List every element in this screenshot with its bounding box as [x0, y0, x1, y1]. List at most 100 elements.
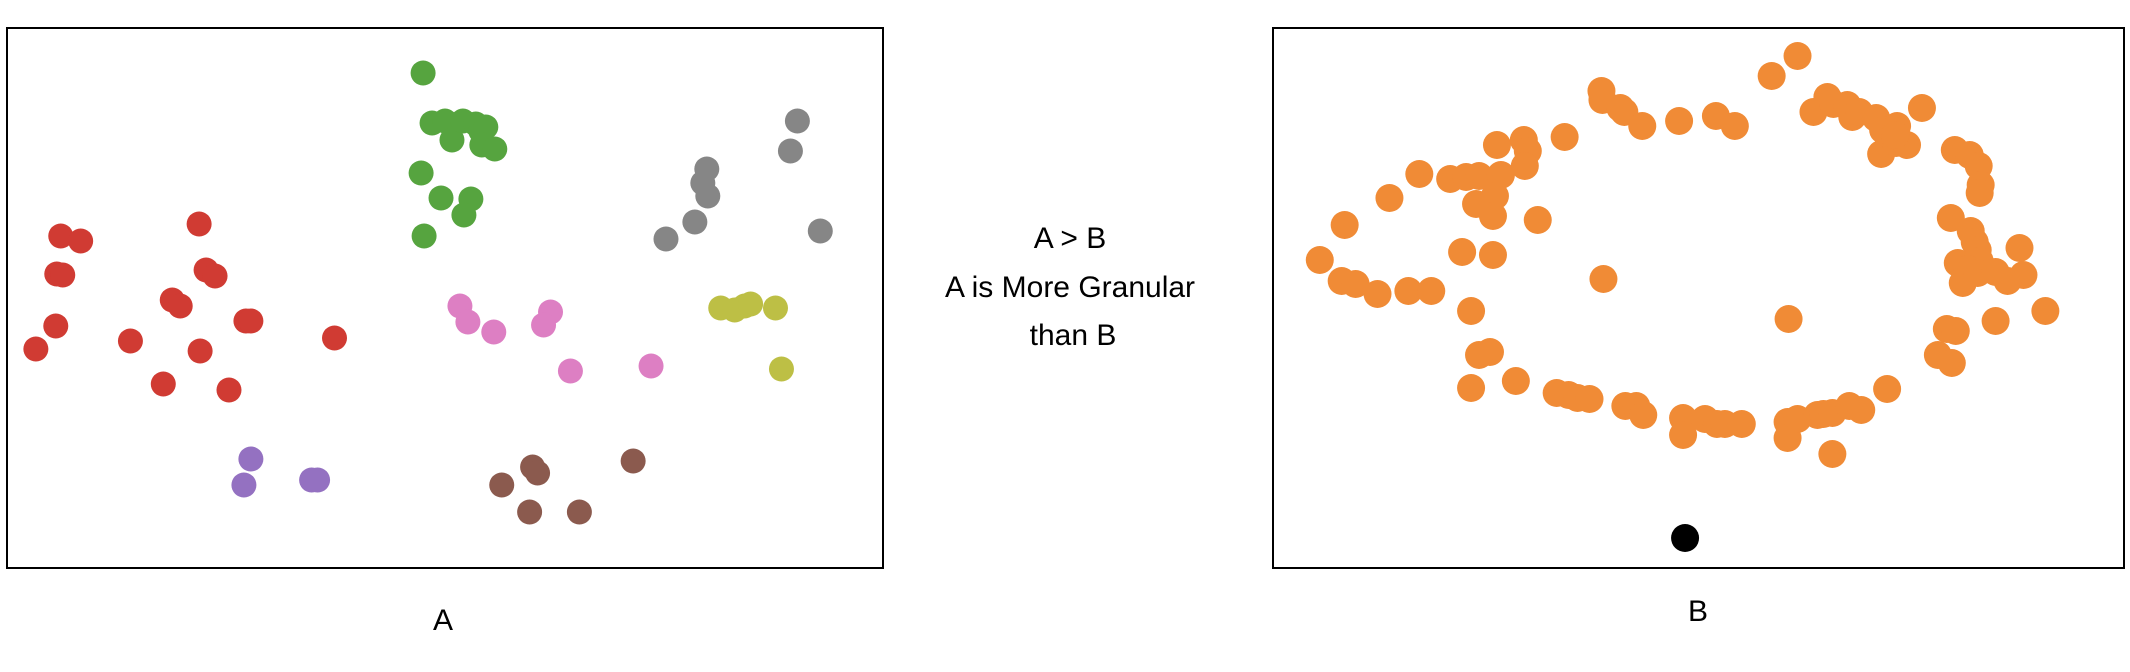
panel-a-brown-cluster [489, 448, 646, 525]
panel-a-green-point [482, 136, 508, 162]
panel-b-orange-cluster [1305, 42, 2060, 468]
panel-b-orange-point [1941, 317, 1970, 345]
panel-a-green-point [411, 223, 437, 249]
panel-b-orange-point [1486, 161, 1515, 189]
panel-b-label: B [1688, 595, 1708, 628]
panel-a-pink-cluster [447, 293, 664, 384]
panel-a-pink-point [557, 358, 583, 384]
panel-a-brown-point [517, 499, 543, 525]
panel-a-gray-point [695, 183, 721, 209]
panel-a-olive-point [762, 295, 788, 321]
panel-b-orange-point [1575, 385, 1604, 413]
panel-a-purple-point [238, 446, 264, 472]
panel-a-red-point [43, 313, 69, 339]
panel-b-orange-point [1523, 206, 1552, 234]
panel-a-red-point [117, 328, 143, 354]
panel-a-red-point [23, 336, 49, 362]
panel-a-red-point [202, 263, 228, 289]
panel-b-orange-point [1937, 349, 1966, 377]
panel-b-orange-point [1375, 184, 1404, 212]
panel-b-orange-point [1510, 152, 1539, 180]
panel-b-orange-point [1873, 375, 1902, 403]
panel-a-olive-point [768, 356, 794, 382]
panel-a-red-point [238, 308, 264, 334]
panel-b-orange-point [1482, 131, 1511, 159]
comparison-line-2: A is More Granular [945, 271, 1195, 304]
panel-a-pink-point [531, 312, 557, 338]
panel-a-gray-point [653, 226, 679, 252]
panel-a-brown-point [566, 499, 592, 525]
panel-a-gray-cluster [653, 108, 833, 252]
panel-b-orange-point [1478, 241, 1507, 269]
panel-b-orange-point [1818, 440, 1847, 468]
panel-a-purple-cluster [231, 446, 331, 498]
panel-a-gray-point [784, 108, 810, 134]
panel-b-orange-point [1981, 307, 2010, 335]
panel-b-orange-point [1589, 265, 1618, 293]
panel-a-green-point [451, 202, 477, 228]
panel-b-orange-point [1465, 162, 1494, 190]
panel-a-green-point [428, 185, 454, 211]
panel-a-plot [6, 27, 884, 569]
panel-a-pink-point [455, 309, 481, 335]
panel-a-red-point [186, 211, 212, 237]
panel-b-orange-point [1965, 179, 1994, 207]
panel-a-green-point [410, 60, 436, 86]
panel-b-orange-point [1629, 401, 1658, 429]
panel-a-gray-point [807, 218, 833, 244]
panel-b-orange-point [1550, 123, 1579, 151]
panel-b-black-cluster [1671, 524, 1700, 552]
panel-b-orange-point [1936, 204, 1965, 232]
panel-a-olive-point [738, 291, 764, 317]
panel-b-orange-point [1363, 280, 1392, 308]
panel-b-orange-point [1305, 246, 1334, 274]
panel-b-orange-point [1405, 160, 1434, 188]
panel-b-orange-point [1993, 267, 2022, 295]
panel-a-red-point [216, 377, 242, 403]
panel-a-green-cluster [408, 60, 508, 249]
panel-a-purple-point [231, 472, 257, 498]
panel-a-brown-point [525, 460, 551, 486]
panel-a-label: A [433, 604, 453, 637]
panel-b-orange-point [1665, 107, 1694, 135]
panel-b-orange-point [1727, 410, 1756, 438]
panel-a-gray-point [777, 138, 803, 164]
panel-a-red-point [322, 325, 348, 351]
panel-a-red-point [48, 223, 74, 249]
panel-a-olive-cluster [708, 291, 794, 382]
comparison-line-1: A > B [1034, 222, 1107, 255]
panel-b-orange-point [1394, 277, 1423, 305]
panel-a-pink-point [638, 353, 664, 379]
panel-b-orange-point [1448, 238, 1477, 266]
panel-b-orange-point [1478, 202, 1507, 230]
panel-b-orange-point [1457, 374, 1486, 402]
panel-a-green-point [408, 160, 434, 186]
panel-a-pink-point [481, 319, 507, 345]
panel-b-orange-point [1720, 112, 1749, 140]
panel-b-orange-point [1457, 297, 1486, 325]
panel-b-orange-point [1907, 94, 1936, 122]
panel-a-purple-point [305, 467, 331, 493]
panel-a-brown-point [620, 448, 646, 474]
panel-a-brown-point [489, 472, 515, 498]
panel-a-red-cluster [23, 211, 348, 403]
panel-b-orange-point [1774, 305, 1803, 333]
panel-b-orange-point [1465, 341, 1494, 369]
panel-b-orange-point [1881, 121, 1910, 149]
panel-b-orange-point [2005, 234, 2034, 262]
panel-a-gray-point [682, 209, 708, 235]
panel-b-orange-point [2031, 297, 2060, 325]
panel-b-orange-point [1669, 421, 1698, 449]
panel-b-orange-point [1628, 112, 1657, 140]
panel-a-red-point [150, 371, 176, 397]
panel-a-green-point [432, 108, 458, 134]
panel-a-red-point [187, 338, 213, 364]
panel-b-black-point [1671, 524, 1700, 552]
panel-b-orange-point [1757, 62, 1786, 90]
panel-a-red-point [50, 262, 76, 288]
panel-b-plot [1272, 27, 2125, 569]
panel-a-red-point [167, 293, 193, 319]
panel-b-orange-point [1847, 396, 1876, 424]
panel-b-orange-point [1417, 277, 1446, 305]
